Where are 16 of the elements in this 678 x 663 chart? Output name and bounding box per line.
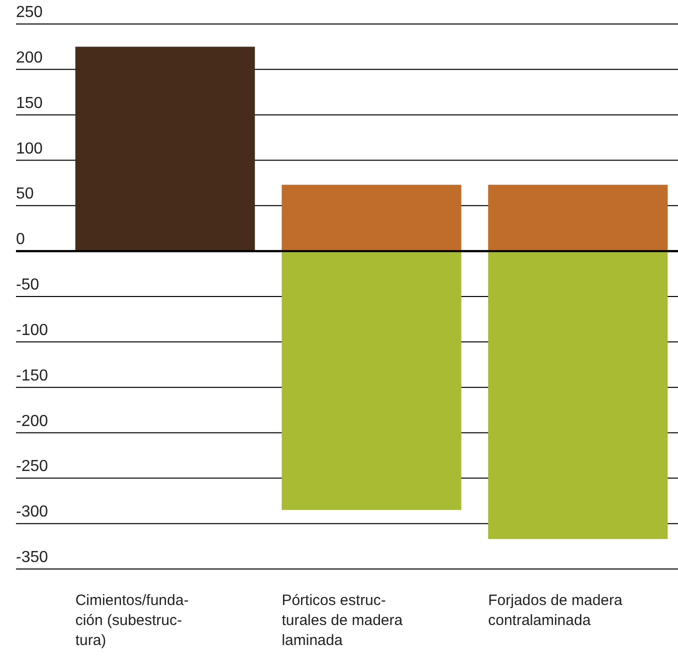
y-tick-label: -250	[16, 458, 48, 476]
y-tick-label: -350	[16, 549, 48, 566]
y-tick-label: -150	[16, 367, 48, 384]
x-tick-label: Pórticos estruc- turales de madera laminada	[282, 592, 404, 649]
y-tick-label: -300	[16, 504, 48, 521]
y-tick-label: 100	[16, 140, 43, 158]
y-tick-label: -50	[16, 276, 40, 294]
y-tick-label: 250	[16, 4, 43, 21]
x-tick-label: Forjados de madera contralaminada	[488, 592, 624, 629]
y-tick-label: 50	[16, 186, 34, 203]
y-tick-label: -200	[16, 412, 48, 430]
y-tick-label: 0	[16, 231, 25, 248]
y-tick-label: -100	[16, 322, 48, 339]
y-tick-label: 150	[16, 94, 43, 112]
x-tick-label: Cimientos/funda- ción (subestruc- tura)	[75, 592, 189, 649]
y-tick-label: 200	[16, 49, 43, 66]
